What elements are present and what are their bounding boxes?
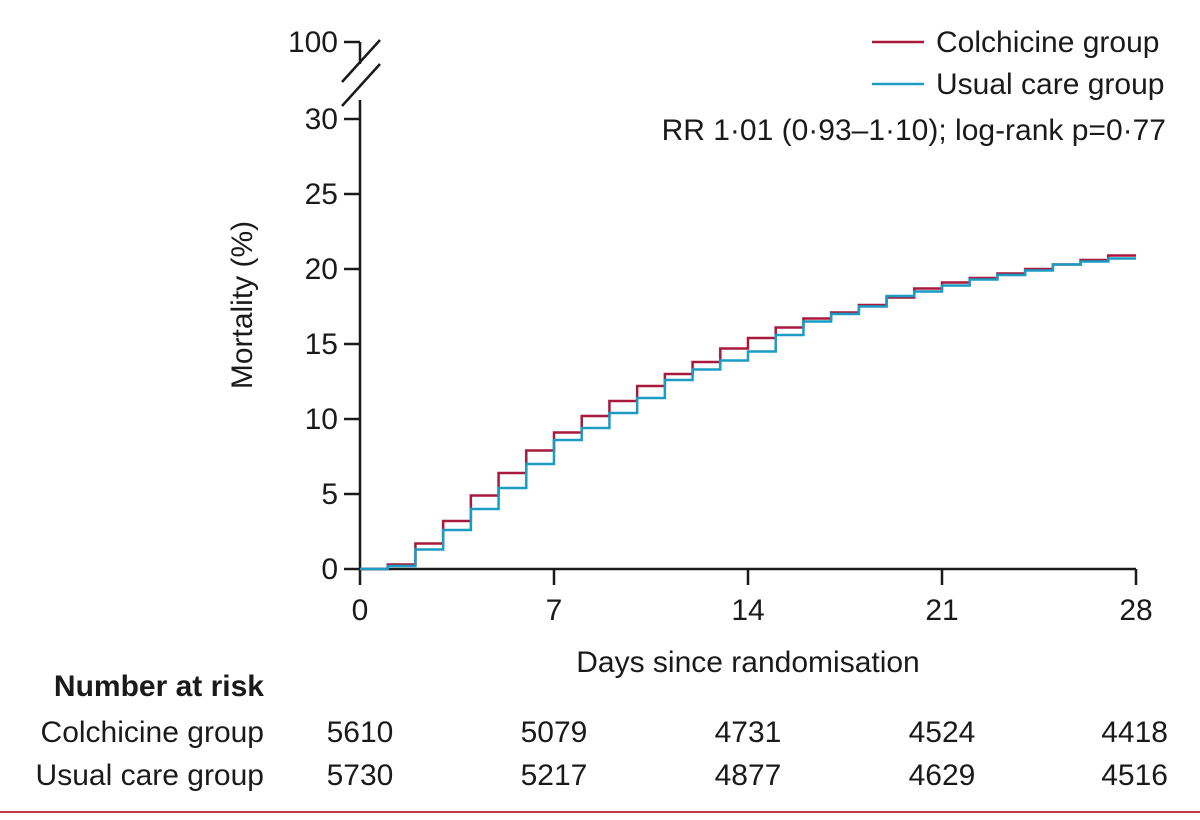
y-axis-title: Mortality (%) — [226, 221, 259, 389]
axis-break-mark — [341, 39, 381, 83]
y-tick-label: 20 — [305, 253, 338, 286]
risk-value: 4877 — [715, 759, 782, 792]
y-tick-label: 0 — [321, 553, 338, 586]
risk-table: Number at risk Colchicine group Usual ca… — [36, 670, 1168, 792]
y-tick-label: 10 — [305, 403, 338, 436]
risk-table-title: Number at risk — [54, 670, 264, 703]
y-tick-label: 100 — [288, 26, 338, 59]
x-axis-title: Days since randomisation — [576, 646, 920, 679]
y-tick-label: 5 — [321, 478, 338, 511]
risk-value: 4629 — [909, 759, 976, 792]
series-layer — [360, 254, 1136, 571]
legend-label-colchicine: Colchicine group — [936, 26, 1159, 59]
x-tick-label: 0 — [352, 594, 369, 627]
x-tick-label: 21 — [925, 594, 958, 627]
x-tick-label: 14 — [731, 594, 764, 627]
y-tick-label: 15 — [305, 328, 338, 361]
risk-row-label: Colchicine group — [41, 716, 264, 749]
x-tick-label: 7 — [546, 594, 563, 627]
risk-value: 5610 — [327, 716, 394, 749]
risk-value: 5217 — [521, 759, 588, 792]
stats-annotation: RR 1·01 (0·93–1·10); log-rank p=0·77 — [662, 114, 1166, 147]
risk-value: 4731 — [715, 716, 782, 749]
risk-row-label: Usual care group — [36, 759, 264, 792]
axis-break-mark — [341, 63, 381, 107]
risk-value: 4418 — [1101, 716, 1168, 749]
risk-value: 5079 — [521, 716, 588, 749]
legend: Colchicine group Usual care group — [872, 26, 1164, 101]
risk-value: 4524 — [909, 716, 976, 749]
y-tick-label: 30 — [305, 103, 338, 136]
legend-label-usual-care: Usual care group — [936, 68, 1164, 101]
series-line-usual-care — [360, 257, 1136, 571]
risk-value: 4516 — [1101, 759, 1168, 792]
series-line-colchicine — [360, 254, 1136, 571]
x-tick-label: 28 — [1119, 594, 1152, 627]
y-tick-label: 25 — [305, 178, 338, 211]
x-axis: 0 7 14 21 28 — [352, 567, 1153, 627]
y-axis: 100 0 5 10 15 20 25 30 — [288, 26, 381, 586]
risk-value: 5730 — [327, 759, 394, 792]
